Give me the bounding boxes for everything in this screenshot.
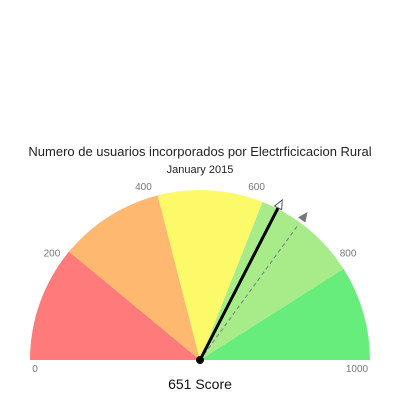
tick-label-1000: 1000 xyxy=(346,364,369,375)
gauge-band-3 xyxy=(157,190,263,360)
gauge-needle-group xyxy=(196,198,283,364)
chart-subtitle: January 2015 xyxy=(167,164,234,176)
gauge-tick-labels: 0 200 400 600 800 1000 xyxy=(32,182,368,375)
gauge-band-1 xyxy=(30,251,200,360)
tick-label-400: 400 xyxy=(135,182,152,193)
tick-label-600: 600 xyxy=(248,182,265,193)
gauge-bands xyxy=(30,190,370,360)
tick-label-0: 0 xyxy=(32,364,38,375)
tick-label-200: 200 xyxy=(44,248,61,259)
gauge-band-4 xyxy=(200,201,344,360)
gauge-target xyxy=(199,211,308,361)
target-line xyxy=(199,223,300,361)
value-marker xyxy=(273,198,283,211)
tick-label-800: 800 xyxy=(340,248,357,259)
gauge-band-5 xyxy=(200,268,370,360)
target-marker xyxy=(298,211,308,223)
gauge-band-2 xyxy=(69,195,200,360)
chart-title: Numero de usuarios incorporados por Elec… xyxy=(28,144,371,159)
gauge-value-label: 651 Score xyxy=(168,376,232,392)
gauge-needle xyxy=(198,205,281,362)
gauge-hub xyxy=(196,356,204,364)
